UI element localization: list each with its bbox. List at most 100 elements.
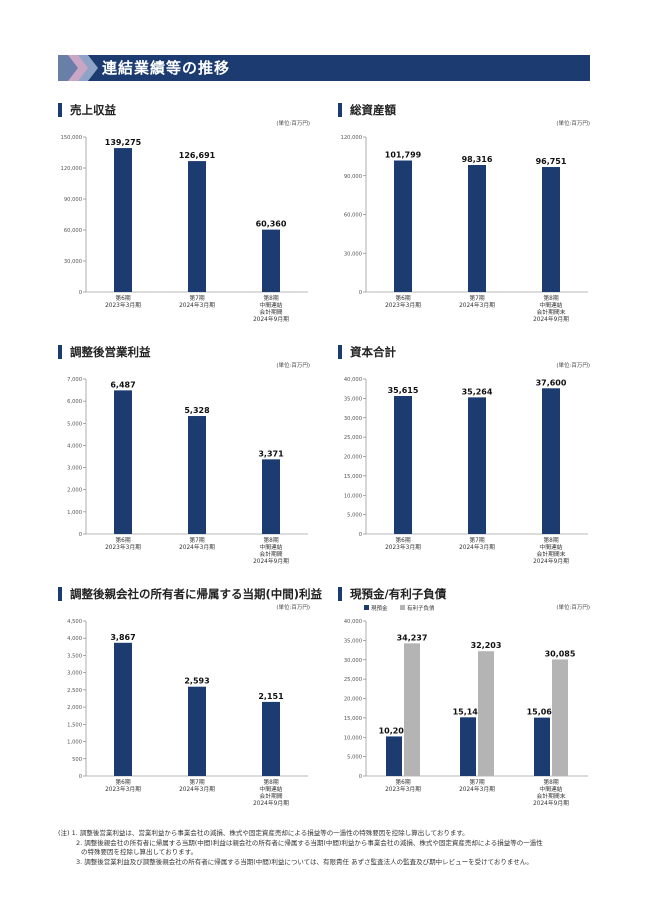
x-tick-label: 会計期間: [259, 308, 282, 316]
bar: [468, 397, 486, 534]
y-tick-label: 3,000: [67, 466, 82, 472]
x-tick-label: 2024年9月期: [253, 557, 289, 565]
data-label: 60,360: [256, 220, 287, 229]
y-tick-label: 5,000: [347, 755, 362, 761]
x-tick-label: 第6期: [395, 536, 410, 544]
y-tick-label: 3,500: [67, 653, 82, 659]
y-tick-label: 0: [359, 774, 362, 780]
x-tick-label: 第6期: [115, 294, 130, 302]
x-tick-label: 2023年3月期: [385, 543, 421, 551]
chart-title-revenue: 売上収益: [58, 103, 116, 117]
x-tick-label: 第7期: [469, 536, 484, 544]
bar: [394, 395, 412, 534]
bar: [394, 160, 412, 292]
data-label: 30,085: [545, 649, 576, 658]
y-tick-label: 6,000: [67, 399, 82, 405]
bar: [114, 148, 132, 292]
x-tick-label: 中間連結: [539, 785, 562, 793]
x-tick-label: 会計期間末: [537, 308, 566, 316]
y-tick-label: 5,000: [67, 421, 82, 427]
data-label: 35,264: [462, 387, 493, 396]
y-tick-label: 60,000: [344, 213, 362, 219]
bar: [542, 388, 560, 534]
y-tick-label: 1,000: [67, 740, 82, 746]
bar: [188, 416, 206, 534]
y-tick-label: 30,000: [64, 259, 82, 265]
chart-title-total-assets: 総資産額: [338, 103, 396, 117]
data-label: 98,316: [462, 155, 493, 164]
y-tick-label: 4,000: [67, 636, 82, 642]
y-tick-label: 90,000: [64, 197, 82, 203]
y-tick-label: 150,000: [61, 135, 82, 141]
y-tick-label: 25,000: [344, 677, 362, 683]
x-tick-label: 中間連結: [259, 785, 282, 793]
x-tick-label: 第6期: [395, 294, 410, 302]
y-tick-label: 20,000: [344, 455, 362, 461]
y-tick-label: 7,000: [67, 377, 82, 383]
bar: [534, 717, 550, 776]
bar: [188, 161, 206, 292]
data-label: 3,867: [110, 633, 135, 642]
y-tick-label: 4,500: [67, 619, 82, 625]
legend-swatch: [400, 605, 405, 610]
unit-label: (単位:百万円): [556, 361, 590, 369]
unit-label: (単位:百万円): [276, 361, 310, 369]
x-tick-label: 2024年9月期: [253, 799, 289, 807]
y-tick-label: 2,000: [67, 488, 82, 494]
x-tick-label: 2024年3月期: [459, 785, 495, 793]
bar: [552, 659, 568, 776]
x-tick-label: 2023年3月期: [385, 301, 421, 309]
y-tick-label: 60,000: [64, 228, 82, 234]
total-assets-chart: (単位:百万円) 0 30,000 60,000 90,000 120,000 101,79…: [341, 119, 590, 323]
x-tick-label: 2023年3月期: [105, 301, 141, 309]
y-tick-label: 0: [359, 532, 362, 538]
page-title-banner: 連結業績等の推移: [58, 55, 590, 81]
data-label: 15,067: [527, 708, 558, 717]
bar: [188, 686, 206, 776]
chart-title-adjusted-operating-profit: 調整後営業利益: [58, 345, 151, 359]
y-tick-label: 30,000: [344, 416, 362, 422]
y-tick-label: 15,000: [344, 474, 362, 480]
x-tick-label: 中間連結: [259, 301, 282, 309]
x-tick-label: 会計期間末: [537, 550, 566, 558]
x-tick-label: 2024年3月期: [459, 543, 495, 551]
x-tick-label: 2023年3月期: [105, 543, 141, 551]
y-tick-label: 40,000: [344, 619, 362, 625]
x-tick-label: 2024年9月期: [253, 315, 289, 323]
bar: [262, 229, 280, 292]
data-label: 2,593: [184, 677, 209, 686]
adjusted-operating-profit-chart: (単位:百万円) 0 1,000 2,000 3,000 4,000 5,000 6,000 7…: [67, 361, 310, 565]
y-tick-label: 1,500: [67, 722, 82, 728]
x-tick-label: 中間連結: [259, 543, 282, 551]
data-label: 96,751: [536, 157, 567, 166]
data-label: 139,275: [105, 138, 142, 147]
footnote-3: 3. 調整後営業利益及び調整後親会社の所有者に帰属する当期(中間)利益については…: [76, 857, 533, 866]
y-tick-label: 35,000: [344, 638, 362, 644]
x-tick-label: 会計期間末: [537, 792, 566, 800]
bar: [114, 642, 132, 776]
y-tick-label: 90,000: [344, 174, 362, 180]
x-tick-label: 2024年9月期: [533, 799, 569, 807]
footnote-2: 2. 調整後親会社の所有者に帰属する当期(中間)利益は親会社の所有者に帰属する当…: [76, 838, 543, 847]
adjusted-net-profit-chart: (単位:百万円) 0 500 1,000 1,500 2,000 2,500 3,000 3,5…: [67, 603, 310, 807]
unit-label: (単位:百万円): [556, 603, 590, 611]
y-tick-label: 2,000: [67, 705, 82, 711]
x-tick-label: 中間連結: [539, 301, 562, 309]
cash-and-debt-chart: (単位:百万円) 現預金 有利子負債 0 5,000 10,000 15,000 20,000…: [344, 603, 590, 807]
data-label: 10,209: [379, 726, 410, 735]
bar: [114, 390, 132, 534]
banner-decoration: [58, 55, 98, 81]
y-tick-label: 4,000: [67, 443, 82, 449]
unit-label: (単位:百万円): [556, 119, 590, 127]
y-tick-label: 10,000: [344, 493, 362, 499]
data-label: 126,691: [179, 151, 216, 160]
x-tick-label: 第8期: [263, 536, 278, 544]
chart-title-cash-and-debt: 現預金/有利子負債: [338, 587, 446, 601]
x-tick-label: 会計期間: [259, 550, 282, 558]
bar: [468, 165, 486, 292]
x-tick-label: 第7期: [189, 536, 204, 544]
x-tick-label: 2024年3月期: [179, 543, 215, 551]
x-tick-label: 第8期: [263, 294, 278, 302]
x-tick-label: 第8期: [543, 536, 558, 544]
y-tick-label: 10,000: [344, 735, 362, 741]
